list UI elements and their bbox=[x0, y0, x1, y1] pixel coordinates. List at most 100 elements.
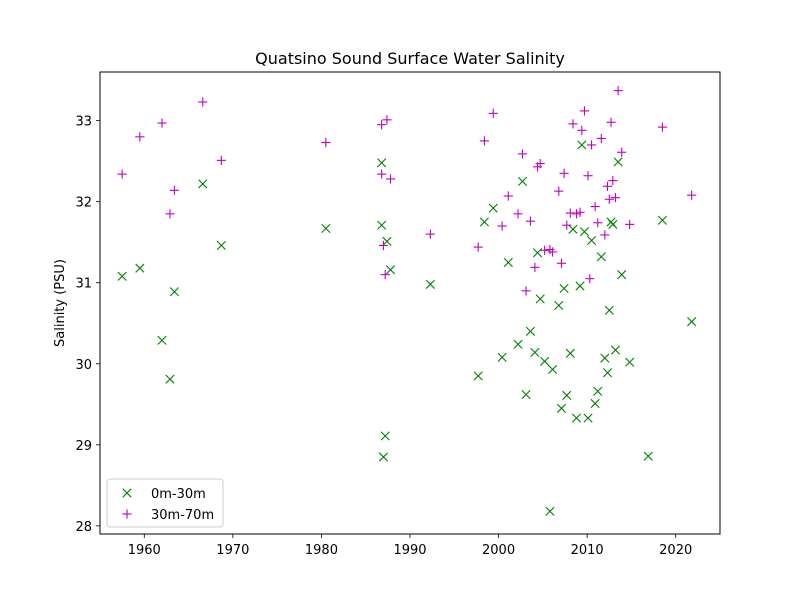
data-point bbox=[157, 118, 167, 128]
data-point bbox=[473, 371, 483, 381]
data-point bbox=[600, 230, 610, 240]
data-point bbox=[554, 186, 564, 196]
legend: 0m-30m 30m-70m bbox=[106, 478, 224, 528]
data-point bbox=[521, 286, 531, 296]
legend-label-0m-30m: 0m-30m bbox=[151, 487, 206, 502]
data-point bbox=[593, 218, 603, 228]
data-point bbox=[382, 115, 392, 125]
data-point bbox=[321, 223, 331, 234]
data-point bbox=[385, 174, 396, 184]
data-point bbox=[135, 132, 145, 142]
x-tick-label: 1980 bbox=[305, 543, 338, 558]
data-point bbox=[556, 258, 567, 268]
data-point bbox=[377, 158, 387, 168]
data-point bbox=[602, 368, 613, 378]
legend-box bbox=[106, 478, 224, 528]
data-point bbox=[571, 413, 582, 423]
data-point bbox=[617, 147, 627, 157]
data-point bbox=[530, 262, 540, 272]
data-point bbox=[610, 345, 621, 355]
data-point bbox=[497, 352, 507, 362]
y-tick-label: 31 bbox=[75, 277, 92, 292]
data-point bbox=[556, 403, 567, 413]
data-point bbox=[577, 125, 587, 135]
data-point bbox=[540, 245, 550, 255]
data-point bbox=[568, 224, 578, 234]
data-point bbox=[575, 281, 585, 291]
data-point bbox=[548, 364, 558, 375]
data-point bbox=[562, 220, 572, 230]
data-point bbox=[513, 209, 523, 219]
data-point bbox=[583, 413, 593, 423]
data-point bbox=[604, 194, 614, 204]
data-point bbox=[590, 201, 600, 212]
data-point bbox=[165, 374, 175, 384]
data-point bbox=[596, 252, 606, 262]
y-axis-label: Salinity (PSU) bbox=[53, 259, 68, 347]
data-point bbox=[548, 247, 558, 257]
data-point bbox=[525, 216, 536, 226]
x-tick-label: 1990 bbox=[393, 543, 426, 558]
data-point bbox=[625, 219, 635, 229]
data-point bbox=[545, 506, 555, 516]
data-point bbox=[380, 270, 390, 280]
data-point bbox=[643, 451, 653, 461]
plot-area: 1960 1970 1980 1990 2000 2010 2020 28 29 30 31 32 33 bbox=[75, 86, 697, 558]
x-tick-label: 2020 bbox=[659, 543, 692, 558]
data-point bbox=[535, 158, 545, 169]
data-point bbox=[577, 140, 587, 150]
data-point bbox=[378, 240, 389, 251]
x-tick-label: 1970 bbox=[216, 543, 249, 558]
data-point bbox=[590, 398, 600, 409]
data-point bbox=[169, 185, 179, 195]
data-point bbox=[657, 122, 668, 132]
data-point bbox=[503, 257, 513, 268]
data-point bbox=[575, 207, 585, 217]
data-point bbox=[687, 190, 697, 200]
data-point bbox=[604, 305, 614, 315]
data-point bbox=[596, 133, 606, 144]
data-point bbox=[521, 390, 531, 400]
data-point bbox=[497, 221, 507, 231]
data-point bbox=[479, 136, 489, 146]
y-tick-label: 30 bbox=[75, 358, 92, 373]
data-point bbox=[559, 168, 569, 178]
data-point bbox=[625, 357, 635, 367]
data-point bbox=[385, 265, 396, 275]
data-point bbox=[535, 294, 545, 304]
data-point bbox=[169, 287, 179, 297]
data-point bbox=[687, 317, 697, 327]
data-point bbox=[613, 86, 623, 96]
data-point bbox=[321, 137, 331, 148]
data-point bbox=[586, 140, 597, 150]
data-point bbox=[613, 157, 623, 167]
data-point bbox=[617, 270, 627, 280]
data-point bbox=[530, 347, 540, 358]
data-point bbox=[600, 353, 610, 363]
data-point bbox=[473, 242, 483, 252]
data-point bbox=[425, 229, 435, 239]
data-point bbox=[157, 335, 167, 345]
data-point bbox=[610, 193, 621, 203]
legend-marker-0m-30m bbox=[122, 488, 132, 498]
data-point bbox=[525, 326, 536, 336]
y-tick-label: 33 bbox=[75, 115, 92, 130]
legend-marker-x-icon bbox=[122, 488, 132, 498]
data-point bbox=[517, 149, 528, 159]
data-point bbox=[216, 240, 226, 251]
data-point bbox=[568, 119, 578, 129]
data-point bbox=[583, 171, 593, 181]
data-point bbox=[503, 191, 513, 201]
x-tick-label: 2000 bbox=[482, 543, 515, 558]
data-point bbox=[117, 169, 127, 179]
y-tick-label: 29 bbox=[75, 439, 92, 454]
x-tick-label: 2010 bbox=[571, 543, 604, 558]
data-point bbox=[608, 176, 618, 186]
data-point bbox=[382, 236, 392, 246]
data-point bbox=[198, 179, 208, 189]
data-point bbox=[562, 390, 572, 400]
data-point bbox=[657, 215, 668, 225]
data-point bbox=[559, 283, 569, 293]
data-point bbox=[377, 169, 387, 179]
